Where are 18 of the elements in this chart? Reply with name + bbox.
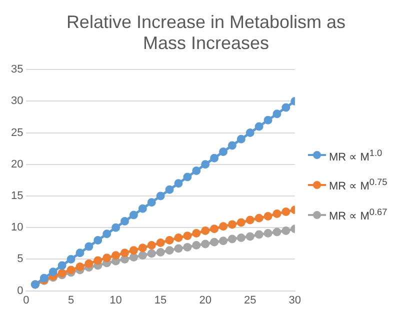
- y-tick-label: 15: [10, 190, 24, 202]
- x-tick-label: 5: [68, 294, 74, 306]
- chart-title: Relative Increase in Metabolism as Mass Increases: [65, 11, 347, 55]
- y-tick-label: 0: [17, 284, 24, 297]
- y-tick-label: 25: [10, 126, 24, 139]
- legend-label: MR ∝ M$^{0.75}$: [329, 177, 388, 193]
- y-tick-label: 35: [10, 64, 24, 76]
- y-tick-label: 20: [10, 158, 24, 170]
- y-tick-label: 10: [10, 222, 24, 234]
- legend-label: MR ∝ M$^{1.0}$: [329, 148, 382, 164]
- x-tick-label: 25: [244, 294, 256, 306]
- legend-label: MR ∝ M$^{0.67}$: [329, 206, 388, 222]
- y-tick-label: 5: [17, 253, 24, 266]
- y-tick-label: 30: [10, 95, 24, 108]
- x-tick-label: 30: [288, 294, 302, 306]
- x-tick-label: 10: [110, 294, 122, 306]
- x-tick-label: 20: [199, 294, 212, 306]
- x-tick-label: 15: [154, 294, 167, 306]
